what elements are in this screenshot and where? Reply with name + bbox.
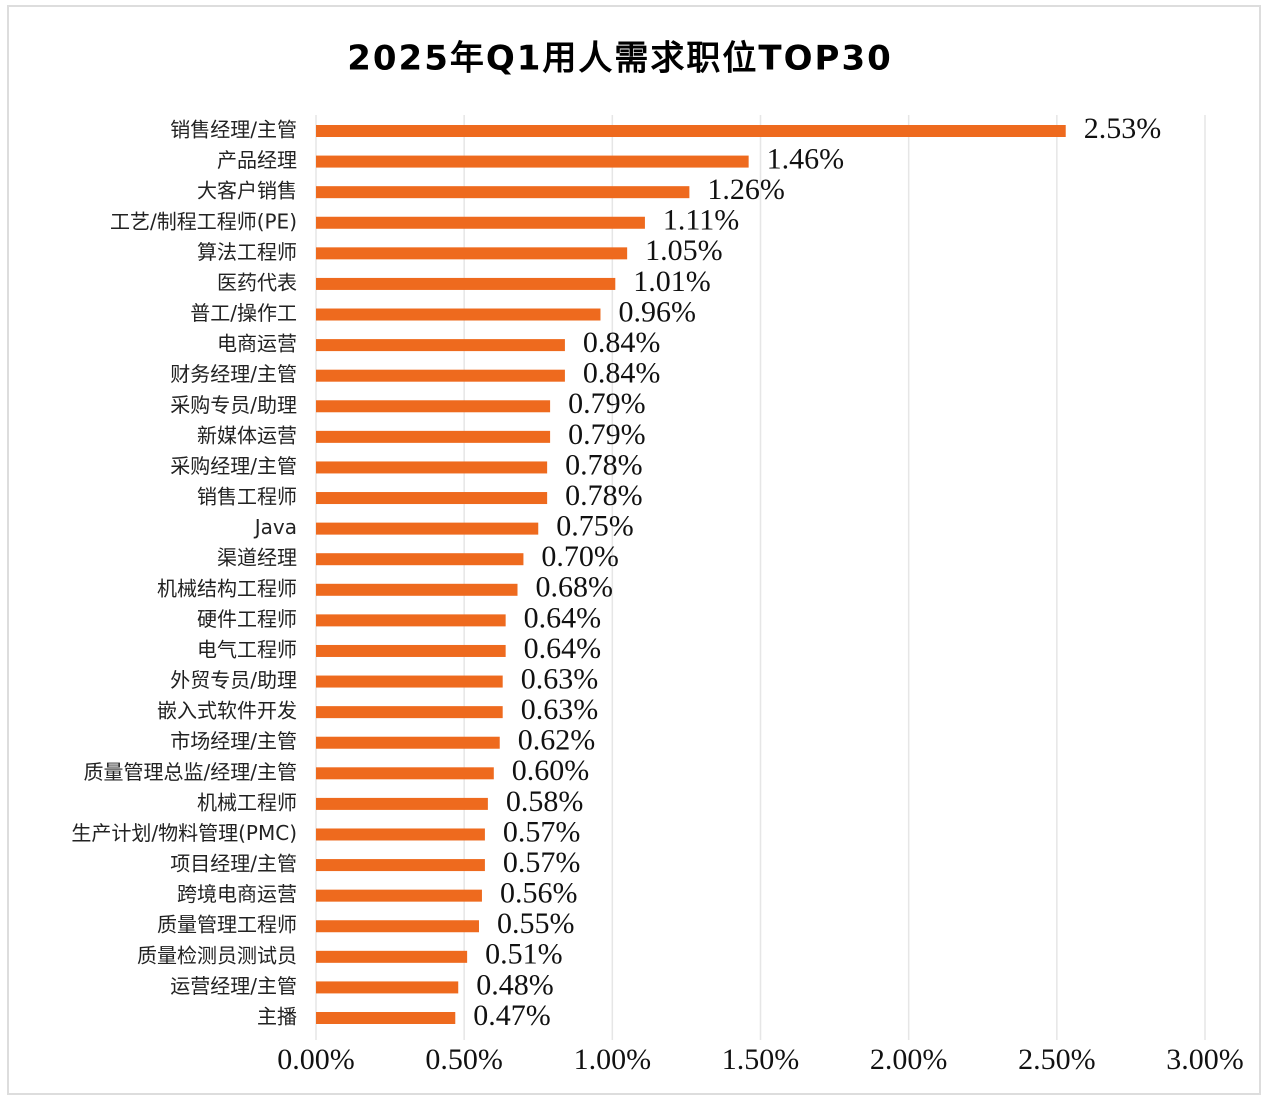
- y-tick-label: 销售经理/主管: [170, 118, 297, 142]
- bar: [316, 492, 548, 505]
- bar: [316, 400, 551, 413]
- bar: [316, 644, 506, 657]
- bar: [316, 706, 503, 719]
- x-tick-label: 0.50%: [425, 1043, 503, 1076]
- y-tick-label: 质量检测员测试员: [137, 943, 297, 967]
- bar: [316, 339, 565, 352]
- bar: [316, 522, 539, 535]
- bar: [316, 155, 749, 168]
- value-label: 0.96%: [618, 295, 696, 328]
- bar: [316, 553, 524, 566]
- bar: [316, 828, 485, 841]
- value-label: 0.47%: [473, 999, 551, 1032]
- y-tick-label: 生产计划/物料管理(PMC): [71, 821, 297, 845]
- value-label: 0.64%: [524, 632, 602, 665]
- y-tick-label: 医药代表: [217, 270, 297, 294]
- value-label: 0.79%: [568, 387, 646, 420]
- x-tick-label: 1.50%: [722, 1043, 800, 1076]
- x-tick-label: 2.50%: [1018, 1043, 1096, 1076]
- bar: [316, 920, 479, 933]
- y-tick-label: 渠道经理: [217, 546, 297, 570]
- chart-title: 2025年Q1用人需求职位TOP30: [347, 39, 893, 79]
- value-label: 0.79%: [568, 418, 646, 451]
- y-tick-label: 市场经理/主管: [170, 729, 297, 753]
- bar: [316, 461, 548, 474]
- value-label: 0.55%: [497, 907, 575, 940]
- value-label: 0.84%: [583, 357, 661, 390]
- y-tick-label: 硬件工程师: [197, 607, 297, 631]
- y-tick-label: 工艺/制程工程师(PE): [110, 209, 297, 233]
- y-tick-label: 大客户销售: [197, 179, 297, 203]
- bar: [316, 767, 494, 780]
- y-tick-label: 电商运营: [217, 332, 297, 356]
- bar: [316, 186, 690, 199]
- bar: [316, 889, 482, 902]
- y-tick-label: 项目经理/主管: [170, 852, 297, 876]
- value-label: 0.58%: [506, 785, 583, 818]
- y-tick-label: 机械工程师: [197, 790, 297, 814]
- bar: [316, 125, 1066, 137]
- bar: [316, 583, 518, 596]
- value-label: 0.68%: [536, 571, 614, 604]
- bar: [316, 277, 616, 290]
- x-tick-label: 1.00%: [574, 1043, 652, 1076]
- value-label: 0.70%: [541, 540, 619, 573]
- y-tick-label: 嵌入式软件开发: [157, 699, 297, 723]
- y-tick-label: 普工/操作工: [190, 301, 297, 325]
- bar: [316, 950, 468, 963]
- value-label: 1.11%: [663, 204, 739, 237]
- bar: [316, 675, 503, 688]
- value-label: 0.57%: [503, 815, 581, 848]
- value-label: 0.51%: [485, 938, 563, 971]
- y-tick-label: 产品经理: [217, 148, 297, 172]
- value-label: 0.60%: [512, 754, 590, 787]
- bar: [316, 1012, 456, 1024]
- bar: [316, 797, 488, 810]
- bar: [316, 736, 500, 749]
- value-label: 2.53%: [1084, 112, 1162, 145]
- value-label: 0.48%: [476, 968, 554, 1001]
- value-label: 0.63%: [521, 693, 599, 726]
- bar: [316, 216, 645, 229]
- y-tick-label: 采购专员/助理: [170, 393, 297, 417]
- y-tick-label: 质量管理总监/经理/主管: [84, 760, 297, 784]
- value-label: 0.64%: [524, 601, 602, 634]
- y-tick-label: Java: [253, 515, 297, 539]
- y-tick-label: 机械结构工程师: [157, 576, 297, 600]
- y-tick-label: 外贸专员/助理: [170, 668, 297, 692]
- y-tick-label: 质量管理工程师: [157, 913, 297, 937]
- y-tick-label: 电气工程师: [197, 637, 297, 661]
- value-label: 0.56%: [500, 877, 578, 910]
- y-tick-label: 主播: [257, 1005, 297, 1029]
- value-label: 1.05%: [645, 234, 723, 267]
- y-tick-label: 算法工程师: [197, 240, 297, 264]
- bar: [316, 859, 485, 872]
- bar: [316, 430, 551, 443]
- y-tick-label: 跨境电商运营: [177, 882, 297, 906]
- y-tick-label: 运营经理/主管: [170, 974, 297, 998]
- x-tick-label: 0.00%: [277, 1043, 355, 1076]
- value-label: 0.75%: [556, 510, 634, 543]
- y-tick-label: 新媒体运营: [197, 423, 297, 447]
- bar: [316, 614, 506, 627]
- bar: [316, 247, 628, 260]
- y-tick-label: 财务经理/主管: [170, 362, 297, 386]
- value-label: 0.78%: [565, 448, 643, 481]
- x-tick-label: 3.00%: [1166, 1043, 1244, 1076]
- bar: [316, 308, 601, 321]
- value-label: 1.26%: [707, 173, 785, 206]
- value-label: 0.63%: [521, 662, 599, 695]
- value-label: 0.57%: [503, 846, 581, 879]
- bar: [316, 369, 565, 382]
- x-tick-label: 2.00%: [870, 1043, 948, 1076]
- value-label: 0.78%: [565, 479, 643, 512]
- value-label: 1.46%: [767, 142, 845, 175]
- y-tick-label: 采购经理/主管: [170, 454, 297, 478]
- value-label: 1.01%: [633, 265, 711, 298]
- y-tick-label: 销售工程师: [197, 485, 297, 509]
- value-label: 0.84%: [583, 326, 661, 359]
- bar: [316, 981, 459, 994]
- value-label: 0.62%: [518, 724, 596, 757]
